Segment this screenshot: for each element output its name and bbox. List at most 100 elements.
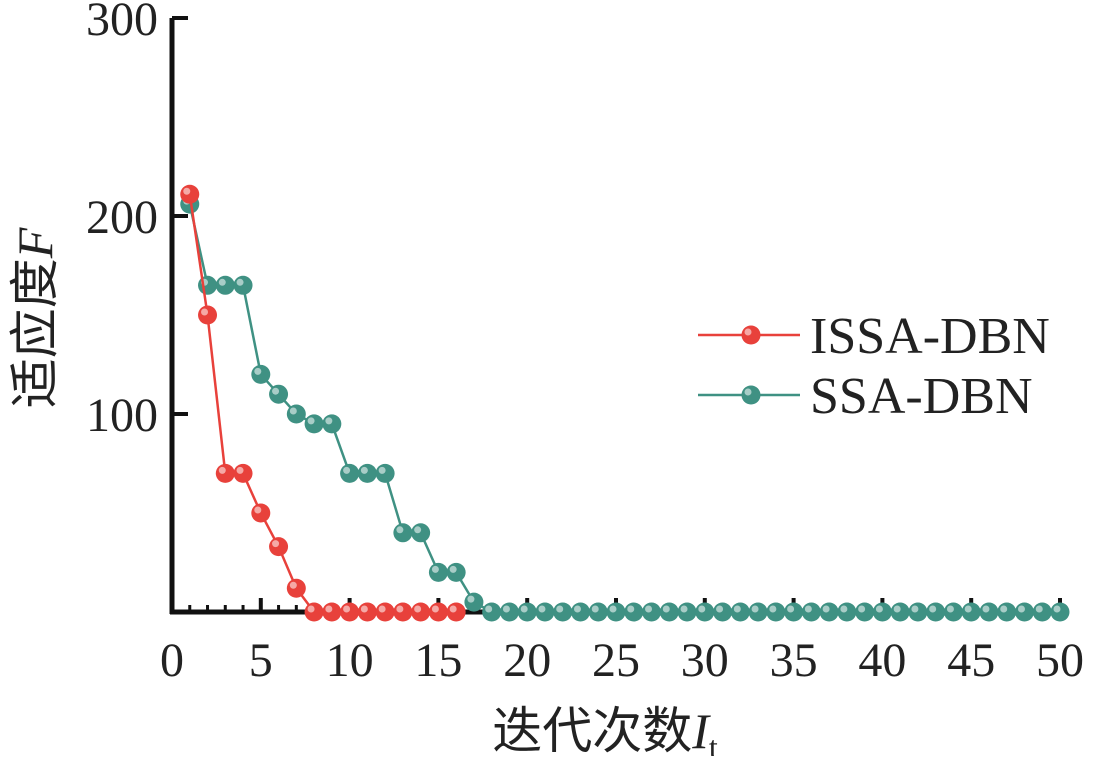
marker-fill xyxy=(375,463,395,483)
marker-highlight xyxy=(1017,605,1025,613)
marker-fill xyxy=(713,602,733,622)
marker-fill xyxy=(428,562,448,582)
data-point xyxy=(713,602,733,622)
x-axis-title-text: 迭代次数 xyxy=(492,703,692,756)
marker-highlight xyxy=(627,605,635,613)
x-tick-label: 35 xyxy=(770,634,818,687)
marker-fill xyxy=(908,602,928,622)
marker-fill xyxy=(375,602,395,622)
marker-highlight xyxy=(840,605,848,613)
data-point xyxy=(517,602,537,622)
data-point xyxy=(411,602,431,622)
marker-fill xyxy=(1032,602,1052,622)
marker-highlight xyxy=(378,605,386,613)
marker-highlight xyxy=(1053,605,1061,613)
marker-highlight xyxy=(964,605,972,613)
data-point xyxy=(730,602,750,622)
marker-highlight xyxy=(822,605,830,613)
marker-highlight xyxy=(911,605,919,613)
marker-highlight xyxy=(662,605,670,613)
x-axis-title: 迭代次数It xyxy=(492,703,718,756)
marker-highlight xyxy=(520,605,528,613)
data-point xyxy=(215,275,235,295)
data-point xyxy=(251,503,271,523)
data-point xyxy=(979,602,999,622)
marker-fill xyxy=(411,602,431,622)
data-point xyxy=(446,602,466,622)
data-point xyxy=(855,602,875,622)
marker-highlight xyxy=(236,466,244,474)
marker-highlight xyxy=(183,187,191,195)
marker-highlight xyxy=(804,605,812,613)
marker-fill xyxy=(926,602,946,622)
marker-fill xyxy=(215,275,235,295)
data-point xyxy=(198,275,218,295)
x-tick-label: 40 xyxy=(858,634,906,687)
data-point xyxy=(304,414,324,434)
marker-fill xyxy=(286,578,306,598)
marker-highlight xyxy=(218,278,226,286)
marker-fill xyxy=(322,602,342,622)
data-point xyxy=(428,562,448,582)
marker-highlight xyxy=(467,595,475,603)
marker-fill xyxy=(979,602,999,622)
marker-highlight xyxy=(1035,605,1043,613)
marker-fill xyxy=(766,602,786,622)
data-point xyxy=(411,523,431,543)
data-point xyxy=(570,602,590,622)
x-tick-label: 25 xyxy=(592,634,640,687)
data-point xyxy=(375,602,395,622)
marker-fill xyxy=(464,592,484,612)
marker-highlight xyxy=(733,605,741,613)
marker-fill xyxy=(741,385,761,405)
y-tick-label: 200 xyxy=(86,191,158,244)
marker-fill xyxy=(233,463,253,483)
marker-highlight xyxy=(254,367,262,375)
marker-highlight xyxy=(343,466,351,474)
marker-highlight xyxy=(236,278,244,286)
marker-highlight xyxy=(502,605,510,613)
marker-highlight xyxy=(858,605,866,613)
data-point xyxy=(908,602,928,622)
marker-fill xyxy=(677,602,697,622)
marker-highlight xyxy=(1000,605,1008,613)
marker-highlight xyxy=(680,605,688,613)
data-point xyxy=(1014,602,1034,622)
marker-fill xyxy=(890,602,910,622)
series-line xyxy=(188,194,457,614)
marker-highlight xyxy=(378,466,386,474)
marker-fill xyxy=(801,602,821,622)
marker-highlight xyxy=(591,605,599,613)
data-point xyxy=(588,602,608,622)
data-point xyxy=(215,463,235,483)
marker-fill xyxy=(730,602,750,622)
data-point xyxy=(304,602,324,622)
data-point xyxy=(499,602,519,622)
axis-labels: 迭代次数It 适应度F xyxy=(7,227,718,761)
data-point xyxy=(464,592,484,612)
marker-fill xyxy=(872,602,892,622)
data-point xyxy=(819,602,839,622)
data-point xyxy=(180,184,200,204)
marker-highlight xyxy=(449,605,457,613)
marker-fill xyxy=(393,523,413,543)
marker-fill xyxy=(180,184,200,204)
marker-fill xyxy=(269,384,289,404)
marker-highlight xyxy=(744,388,752,396)
marker-fill xyxy=(642,602,662,622)
marker-fill xyxy=(322,414,342,434)
marker-fill xyxy=(233,275,253,295)
data-point xyxy=(748,602,768,622)
marker-fill xyxy=(961,602,981,622)
marker-fill xyxy=(340,602,360,622)
legend-label: ISSA-DBN xyxy=(810,308,1050,365)
data-point xyxy=(659,602,679,622)
marker-fill xyxy=(428,602,448,622)
marker-fill xyxy=(357,602,377,622)
marker-fill xyxy=(570,602,590,622)
marker-highlight xyxy=(396,526,404,534)
marker-fill xyxy=(215,463,235,483)
marker-fill xyxy=(606,602,626,622)
